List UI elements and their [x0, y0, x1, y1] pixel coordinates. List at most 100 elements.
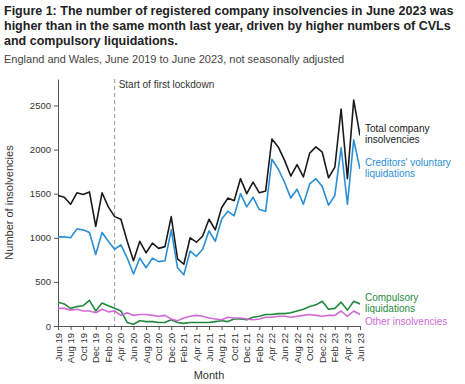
series-label: Other insolvencies [365, 316, 447, 327]
y-tick: 0 [46, 321, 58, 332]
series-line [58, 308, 360, 320]
y-tick-mark [54, 194, 58, 195]
series-line [58, 100, 360, 264]
x-tick-mark [247, 326, 248, 330]
y-tick-label: 1500 [30, 188, 51, 199]
x-tick-label: Apr 22 [266, 333, 277, 361]
x-tick-label: Feb 22 [254, 333, 265, 363]
y-tick-mark [54, 326, 58, 327]
x-tick-label: Dec 20 [166, 333, 177, 363]
x-tick-label: Jun 21 [204, 333, 215, 362]
text-line: Total company [365, 123, 429, 134]
subtitle: England and Wales, June 2019 to June 202… [4, 53, 344, 65]
x-tick: Oct 21 [229, 326, 240, 361]
y-tick-label: 0 [46, 321, 51, 332]
x-tick-mark [71, 326, 72, 330]
x-tick-label: Aug 19 [65, 333, 76, 363]
text-line: and compulsory liquidations. [4, 34, 178, 48]
x-tick: Jun 19 [53, 326, 64, 362]
chart-svg: Figure 1: The number of registered compa… [0, 0, 465, 384]
x-tick-mark [335, 326, 336, 330]
x-tick-mark [96, 326, 97, 330]
x-tick-label: Dec 19 [90, 333, 101, 363]
x-tick: Dec 22 [317, 326, 328, 363]
y-tick: 2000 [30, 144, 58, 155]
x-tick-mark [83, 326, 84, 330]
y-tick: 1000 [30, 232, 58, 243]
x-tick-label: Aug 22 [292, 333, 303, 363]
x-tick-label: Aug 20 [141, 333, 152, 363]
x-tick-label: Oct 22 [304, 333, 315, 361]
x-tick: Apr 23 [342, 326, 353, 361]
y-tick: 2500 [30, 100, 58, 111]
x-tick: Aug 20 [141, 326, 152, 363]
y-tick-label: 1000 [30, 232, 51, 243]
x-tick: Apr 21 [191, 326, 202, 361]
x-tick-label: Apr 21 [191, 333, 202, 361]
x-tick: Aug 22 [292, 326, 303, 363]
x-tick-mark [184, 326, 185, 330]
x-tick-mark [222, 326, 223, 330]
x-tick-label: Apr 23 [342, 333, 353, 361]
annotation-text: Start of first lockdown [119, 79, 215, 90]
x-tick-mark [108, 326, 109, 330]
x-tick: Jun 23 [355, 326, 366, 362]
y-tick: 1500 [30, 188, 58, 199]
x-tick-label: Feb 20 [103, 333, 114, 363]
text-line: Figure 1: The number of registered compa… [4, 4, 453, 18]
text-line: Other insolvencies [365, 316, 447, 327]
text-line: liquidations [365, 303, 415, 314]
x-tick: Feb 23 [329, 326, 340, 363]
x-tick-mark [58, 326, 59, 330]
x-tick: Dec 21 [241, 326, 252, 363]
plot-area [58, 100, 360, 324]
y-tick-label: 500 [35, 276, 51, 287]
x-tick: Oct 20 [153, 326, 164, 361]
y-axis: 0 500 1000 1500 2000 2500 [30, 80, 59, 332]
x-tick-mark [297, 326, 298, 330]
x-tick-mark [322, 326, 323, 330]
text-line: liquidations [365, 168, 415, 179]
x-tick-mark [209, 326, 210, 330]
x-tick-mark [310, 326, 311, 330]
x-tick-mark [360, 326, 361, 330]
x-tick-label: Jun 23 [355, 333, 366, 362]
x-tick-label: Jun 22 [279, 333, 290, 362]
x-tick: Dec 20 [166, 326, 177, 363]
y-axis-title: Number of insolvencies [3, 145, 15, 260]
series-label: Compulsoryliquidations [365, 292, 418, 314]
x-tick: Aug 21 [216, 326, 227, 363]
annotation-line [114, 79, 115, 326]
y-tick-label: 2500 [30, 100, 51, 111]
y-tick-mark [54, 150, 58, 151]
x-tick-mark [234, 326, 235, 330]
y-tick-mark [54, 282, 58, 283]
series-label: Total companyinsolvencies [365, 123, 429, 145]
x-tick-mark [171, 326, 172, 330]
x-tick-mark [146, 326, 147, 330]
x-axis: Jun 19Aug 19Oct 19Dec 19Feb 20Apr 20Jun … [53, 326, 366, 363]
x-tick: Feb 20 [103, 326, 114, 363]
text-line: Compulsory [365, 292, 418, 303]
text-line: higher than in the same month last year,… [4, 19, 451, 33]
x-tick-label: Apr 20 [115, 333, 126, 361]
x-tick: Oct 19 [78, 326, 89, 361]
x-tick: Jun 22 [279, 326, 290, 362]
x-tick-label: Dec 22 [317, 333, 328, 363]
x-tick: Aug 19 [65, 326, 76, 363]
x-tick-mark [347, 326, 348, 330]
x-tick: Feb 22 [254, 326, 265, 363]
x-tick-label: Jun 19 [53, 333, 64, 362]
x-tick-label: Feb 23 [329, 333, 340, 363]
y-tick: 500 [35, 276, 58, 287]
y-tick-label: 2000 [30, 144, 51, 155]
x-tick-label: Dec 21 [241, 333, 252, 363]
x-tick: Feb 21 [178, 326, 189, 363]
x-tick-label: Jun 20 [128, 333, 139, 362]
x-tick-mark [159, 326, 160, 330]
x-tick-mark [196, 326, 197, 330]
text-line: insolvencies [365, 134, 419, 145]
y-axis-line [58, 80, 59, 327]
x-axis-title: Month [194, 369, 225, 381]
text-line: Creditors' voluntary [365, 157, 451, 168]
